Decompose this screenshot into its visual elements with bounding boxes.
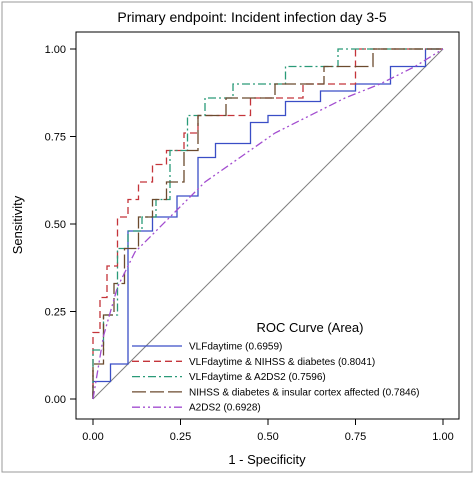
legend-label-series-4: NIHSS & diabetes & insular cortex affect… [189, 387, 420, 398]
legend-series-area: (0.6928) [223, 403, 260, 414]
legend-title: ROC Curve (Area) [257, 320, 364, 335]
legend-series-name: VLFdaytime [189, 342, 245, 353]
legend-series-name: VLFdaytime & A2DS2 [189, 372, 289, 383]
x-tick-label: 0.75 [345, 431, 366, 443]
legend: ROC Curve (Area) VLFdaytime (0.6959)VLFd… [132, 320, 420, 414]
legend-label-series-1: VLFdaytime (0.6959) [189, 342, 282, 353]
x-tick-label: 0.50 [257, 431, 278, 443]
legend-series-area: (0.8041) [338, 357, 375, 368]
axis-ticks: 0.00 0.25 0.50 0.75 1.00 0.00 0.25 0.50 0.75 1.00 [45, 44, 454, 443]
reference-diagonal-line [92, 48, 444, 400]
x-tick-label: 1.00 [432, 431, 453, 443]
legend-series-name: A2DS2 [189, 403, 223, 414]
y-tick-label: 1.00 [45, 44, 66, 56]
roc-curves [92, 48, 444, 400]
legend-series-area: (0.7596) [289, 372, 326, 383]
y-axis-label: Sensitivity [10, 195, 25, 254]
y-tick-label: 0.75 [45, 132, 66, 144]
x-tick-label: 0.25 [170, 431, 191, 443]
x-tick-label: 0.00 [82, 431, 103, 443]
y-tick-label: 0.00 [45, 394, 66, 406]
roc-curve-series-2 [92, 48, 443, 399]
roc-curve-series-5 [92, 48, 444, 400]
legend-series-area: (0.6959) [245, 342, 282, 353]
legend-label-series-5: A2DS2 (0.6928) [189, 403, 261, 414]
legend-series-name: VLFdaytime & NIHSS & diabetes [189, 357, 338, 368]
x-axis-label: 1 - Specificity [228, 452, 306, 467]
roc-curve-series-1 [92, 48, 443, 399]
y-tick-label: 0.50 [45, 219, 66, 231]
roc-curve-series-4 [92, 48, 443, 399]
legend-series-area: (0.7846) [382, 387, 419, 398]
y-tick-label: 0.25 [45, 307, 66, 319]
legend-series-name: NIHSS & diabetes & insular cortex affect… [189, 387, 382, 398]
legend-label-series-2: VLFdaytime & NIHSS & diabetes (0.8041) [189, 357, 375, 368]
chart-title: Primary endpoint: Incident infection day… [117, 9, 386, 25]
legend-label-series-3: VLFdaytime & A2DS2 (0.7596) [189, 372, 326, 383]
